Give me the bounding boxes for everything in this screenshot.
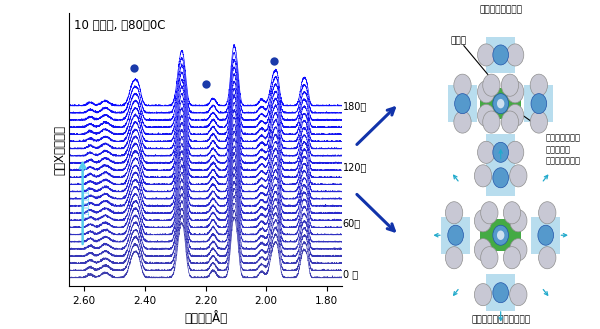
Circle shape [475,284,492,306]
Circle shape [503,202,521,224]
Text: 120秒: 120秒 [343,162,367,172]
Text: 銅原子: 銅原子 [451,37,466,46]
Bar [524,85,553,122]
Text: 0 秒: 0 秒 [343,269,358,279]
Circle shape [481,247,498,269]
Bar [486,134,515,171]
Circle shape [493,94,509,114]
Circle shape [539,247,556,269]
Circle shape [478,104,495,127]
Circle shape [506,81,524,103]
Circle shape [506,44,524,66]
Circle shape [497,99,505,108]
Bar [486,274,515,311]
Text: アルミニウム原子: アルミニウム原子 [479,5,522,14]
Text: 180秒: 180秒 [343,101,367,111]
Bar [480,219,521,251]
Bar [448,85,477,122]
Circle shape [445,202,463,224]
Circle shape [506,141,524,164]
Circle shape [481,202,498,224]
Circle shape [530,74,548,96]
Circle shape [509,210,527,232]
Circle shape [497,231,505,240]
Circle shape [454,74,471,96]
Circle shape [493,225,509,245]
Text: 60秒: 60秒 [343,218,361,228]
Circle shape [475,239,492,261]
Text: 水素化反応が進む: 水素化反応が進む [85,187,90,217]
Circle shape [483,111,500,133]
Circle shape [509,284,527,306]
Circle shape [531,94,547,114]
Circle shape [506,104,524,127]
Bar [486,159,515,196]
Text: 10 万気圧, 約80〃0C: 10 万気圧, 約80〃0C [74,19,165,33]
X-axis label: 面間隔（Å）: 面間隔（Å） [184,312,227,325]
Circle shape [448,225,463,245]
Bar [480,88,521,119]
Bar [486,37,515,73]
Circle shape [454,111,471,133]
Circle shape [455,94,470,114]
Bar [441,217,470,254]
Circle shape [493,168,509,188]
Circle shape [493,45,509,65]
Circle shape [530,111,548,133]
Circle shape [478,44,495,66]
Circle shape [475,165,492,187]
Circle shape [493,142,509,162]
Circle shape [539,202,556,224]
Circle shape [503,247,521,269]
Circle shape [538,225,554,245]
Circle shape [493,283,509,303]
Circle shape [445,247,463,269]
Text: 合金中の隅間を
押し広げて
水素原子が侵入: 合金中の隅間を 押し広げて 水素原子が侵入 [546,133,581,166]
Circle shape [509,239,527,261]
Circle shape [478,81,495,103]
Circle shape [501,111,518,133]
Circle shape [509,165,527,187]
Circle shape [483,74,500,96]
Text: アルミニウム原子の動き: アルミニウム原子の動き [471,315,530,324]
Circle shape [478,141,495,164]
Circle shape [501,74,518,96]
Circle shape [475,210,492,232]
Bar [531,217,560,254]
Y-axis label: 回折X線の強度: 回折X線の強度 [53,125,66,175]
